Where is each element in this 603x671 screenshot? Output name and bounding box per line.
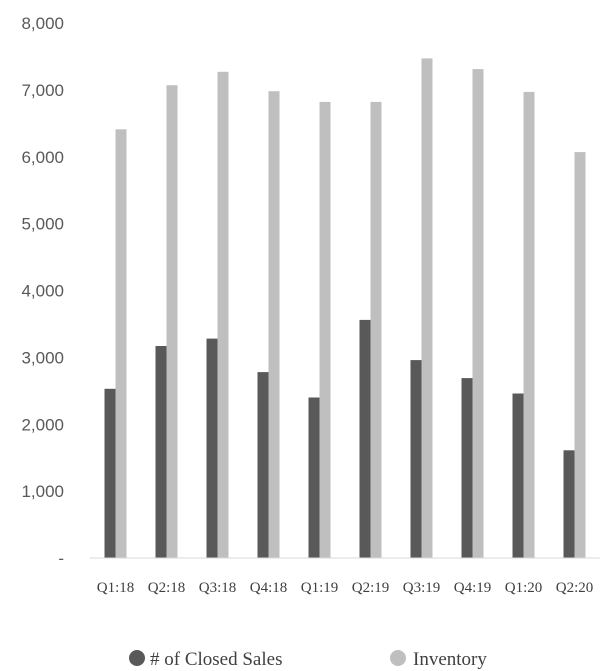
closed-sales-bar [104,388,116,558]
x-tick-label: Q2:18 [148,580,186,596]
closed-sales-bar [308,397,320,558]
x-axis: Q1:18 Q2:18 Q3:18 Q4:18 Q1:19 Q2:19 Q3:19 Q4:19… [97,580,594,596]
x-tick-label: Q2:20 [556,580,594,596]
x-tick-label: Q1:19 [301,580,339,596]
y-tick-label: 4,000 [21,282,64,301]
closed-sales-bar [563,450,575,558]
bars [104,58,586,559]
inventory-bar [472,69,484,558]
x-tick-label: Q1:20 [505,580,543,596]
y-tick-label: 2,000 [21,415,64,434]
inventory-bar [370,101,382,559]
legend-label: # of Closed Sales [150,649,282,670]
closed-sales-bar [155,346,167,558]
inventory-bar [523,91,535,559]
y-tick-label: 8,000 [21,14,64,33]
closed-sales-bar [461,378,473,558]
x-tick-label: Q2:19 [352,580,390,596]
y-tick-label: 5,000 [21,215,64,234]
y-tick-label: 6,000 [21,148,64,167]
x-tick-label: Q1:18 [97,580,135,596]
x-tick-label: Q3:18 [199,580,237,596]
x-tick-label: Q3:19 [403,580,441,596]
y-tick-label: 7,000 [21,81,64,100]
legend: # of Closed Sales Inventory [129,649,487,670]
inventory-bar [115,129,127,559]
y-tick-label: - [58,549,64,568]
inventory-bar [268,91,280,558]
inventory-bar [217,71,229,559]
legend-swatch [129,650,145,666]
legend-swatch [390,650,406,666]
inventory-bar [166,85,178,558]
x-tick-label: Q4:18 [250,580,288,596]
y-tick-label: 3,000 [21,348,64,367]
x-tick-label: Q4:19 [454,580,492,596]
y-axis: - 1,000 2,000 3,000 4,000 5,000 6,000 7,000 8,00… [21,14,64,568]
closed-sales-bar [257,372,269,558]
legend-label: Inventory [413,649,487,670]
closed-sales-bar [410,360,422,558]
closed-sales-bar [359,319,371,558]
closed-sales-bar [206,338,218,558]
closed-sales-bar [512,393,524,558]
inventory-bar [574,152,586,558]
inventory-bar [421,58,433,559]
inventory-bar [319,101,331,559]
y-tick-label: 1,000 [21,482,64,501]
